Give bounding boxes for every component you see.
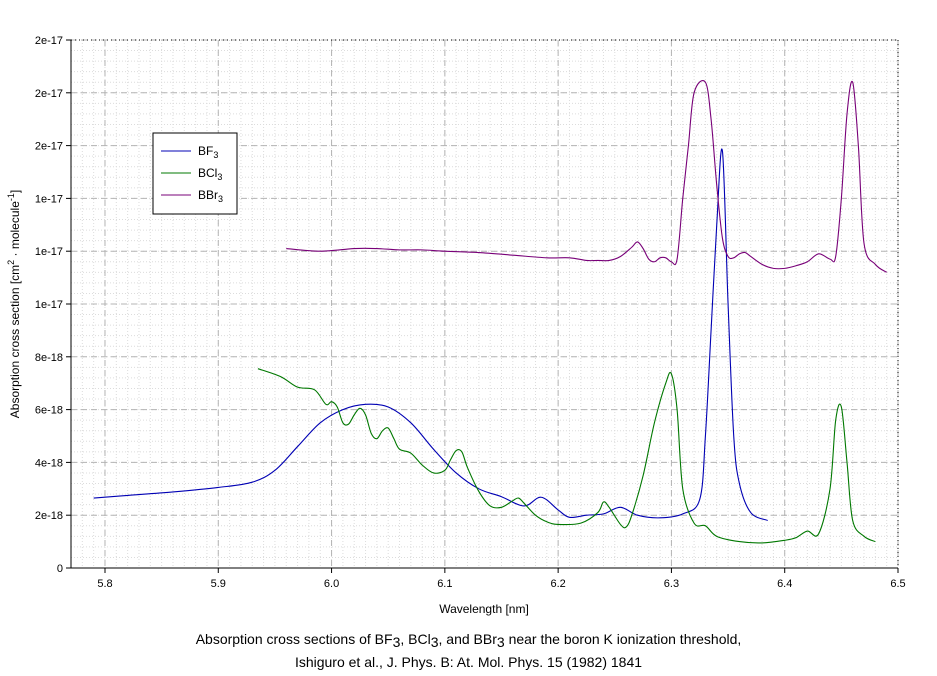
- caption-line-1: Absorption cross sections of BF3, BCl3, …: [0, 631, 937, 650]
- y-axis-label-part: · molecule: [8, 201, 22, 260]
- caption-line-2: Ishiguro et al., J. Phys. B: At. Mol. Ph…: [294, 654, 643, 670]
- y-tick-label: 2e-17: [35, 88, 63, 100]
- x-tick-label: 6.4: [777, 578, 792, 590]
- absorption-chart: 5.8 5.9 6.0 6.1 6.2 6.3 6.4 6.5 0 2e-18 4e-18 6e-18…: [6, 35, 906, 616]
- x-axis-label: Wavelength [nm]: [439, 602, 529, 616]
- x-tick-label: 6.3: [664, 578, 679, 590]
- y-tick-label: 1e-17: [35, 246, 63, 258]
- y-tick-label: 2e-17: [35, 141, 63, 153]
- caption-sub: 3: [430, 634, 439, 650]
- x-tick-label: 5.8: [97, 578, 112, 590]
- y-axis-label-part: Absorption cross section [cm: [8, 265, 22, 418]
- y-tick-label: 2e-17: [35, 35, 63, 47]
- legend-label-bbr3-sub: 3: [218, 194, 223, 204]
- legend-entry-bf3: BF3: [161, 144, 218, 160]
- series-layer: [93, 80, 887, 544]
- axes: [66, 39, 899, 573]
- caption-part: near the boron K ionization threshold,: [504, 631, 742, 647]
- series-line-bf3: [93, 148, 768, 521]
- x-tick-label: 6.1: [437, 578, 452, 590]
- tick-labels: 5.8 5.9 6.0 6.1 6.2 6.3 6.4 6.5 0 2e-18 4e-18 6e-18…: [35, 35, 906, 590]
- svg-text:BF3: BF3: [198, 144, 218, 160]
- y-tick-label: 4e-18: [35, 457, 63, 469]
- major-grid: [71, 39, 899, 569]
- x-tick-label: 6.5: [890, 578, 905, 590]
- y-tick-label: 1e-17: [35, 193, 63, 205]
- caption-part: , BCl: [400, 631, 431, 647]
- caption-sub: 3: [496, 634, 505, 650]
- legend-label-bf3: BF: [198, 144, 213, 158]
- legend-entry-bcl3: BCl3: [161, 166, 222, 182]
- legend-label-bcl3-sub: 3: [217, 172, 222, 182]
- legend-label-bcl3: BCl: [198, 166, 217, 180]
- series-line-bcl3: [257, 368, 876, 544]
- x-tick-label: 6.2: [550, 578, 565, 590]
- y-axis-label: Absorption cross section [cm2 · molecule…: [6, 190, 22, 418]
- y-axis-label-part: ]: [8, 190, 22, 193]
- legend-label-bf3-sub: 3: [213, 150, 218, 160]
- svg-text:BCl3: BCl3: [198, 166, 222, 182]
- legend: BF3 BCl3 BBr3: [152, 132, 238, 215]
- caption-part: Absorption cross sections of BF: [195, 631, 393, 647]
- series-line-bbr3: [286, 80, 887, 273]
- y-axis-label-sup: 2: [6, 260, 16, 265]
- y-tick-label: 8e-18: [35, 352, 63, 364]
- y-tick-label: 6e-18: [35, 405, 63, 417]
- x-tick-label: 5.9: [211, 578, 226, 590]
- legend-label-bbr3: BBr: [198, 188, 218, 202]
- svg-text:BBr3: BBr3: [198, 188, 223, 204]
- y-tick-label: 1e-17: [35, 299, 63, 311]
- x-tick-label: 6.0: [324, 578, 339, 590]
- caption-sub: 3: [392, 634, 401, 650]
- y-tick-label: 2e-18: [35, 510, 63, 522]
- caption-part: , and BBr: [438, 631, 497, 647]
- legend-entry-bbr3: BBr3: [161, 188, 223, 204]
- y-axis-label-sup: -1: [6, 193, 16, 201]
- y-tick-label: 0: [57, 563, 63, 575]
